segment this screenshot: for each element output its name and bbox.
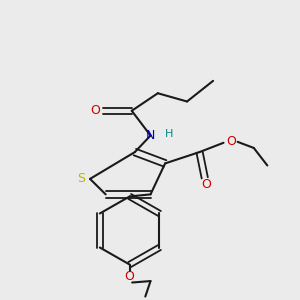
Text: N: N xyxy=(146,129,155,142)
Text: O: O xyxy=(90,104,100,117)
Text: O: O xyxy=(201,178,211,190)
Text: H: H xyxy=(165,129,173,139)
Text: O: O xyxy=(125,270,135,284)
Text: O: O xyxy=(226,135,236,148)
Text: S: S xyxy=(76,172,85,185)
